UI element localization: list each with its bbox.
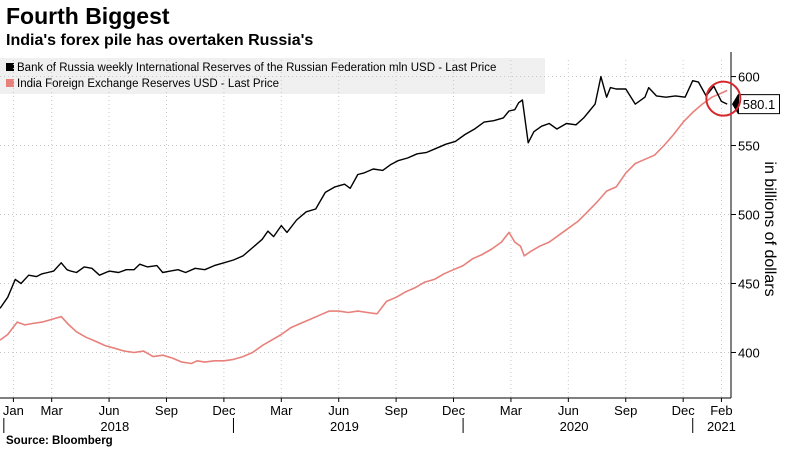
x-tick-label-month: Sep: [385, 403, 408, 418]
source-note: Source: Bloomberg: [6, 435, 113, 447]
gridlines: [0, 60, 731, 398]
x-tick-label-month: Sep: [614, 403, 637, 418]
chart-subtitle: India's forex pile has overtaken Russia'…: [6, 32, 314, 49]
legend-label-india: India Foreign Exchange Reserves USD - La…: [17, 78, 280, 90]
y-tick-label: 500: [738, 208, 760, 223]
y-tick-label: 550: [738, 139, 760, 154]
last-value-label: 580.1: [743, 97, 776, 112]
x-tick-label-month: Jun: [558, 403, 579, 418]
x-tick-label-year: 2020: [560, 419, 589, 434]
y-tick-label: 600: [738, 70, 760, 85]
x-tick-label-month: Mar: [500, 403, 523, 418]
x-tick-label-month: Mar: [270, 403, 293, 418]
x-tick-label-month: Dec: [212, 403, 236, 418]
y-axis: 400 450 500 550 600 in billions of dollars: [730, 52, 778, 398]
x-axis: Jan Mar Jun Sep Dec Mar Jun Sep Dec Mar Jun Sep Dec F…: [0, 397, 736, 434]
legend-swatch-russia: [6, 63, 14, 71]
x-tick-label-month: Jun: [328, 403, 349, 418]
y-axis-label: in billions of dollars: [761, 161, 778, 296]
x-tick-label-month: Jan: [3, 403, 24, 418]
x-tick-label-month: Jun: [99, 403, 120, 418]
series-line-india: [0, 89, 728, 365]
crossover-highlight-circle: [705, 80, 742, 117]
x-tick-label-year: 2019: [330, 419, 359, 434]
x-tick-label-year: 2018: [100, 419, 129, 434]
series-line-russia: [0, 75, 728, 309]
legend-swatch-india: [6, 79, 14, 87]
chart-title: Fourth Biggest: [6, 3, 170, 29]
legend-item-india: India Foreign Exchange Reserves USD - La…: [6, 76, 279, 92]
x-tick-label-month: Feb: [710, 403, 732, 418]
legend-item-russia: Bank of Russia weekly International Rese…: [6, 60, 496, 76]
x-tick-label-month: Mar: [40, 403, 63, 418]
legend-label-russia: Bank of Russia weekly International Rese…: [17, 62, 497, 74]
last-value-box: [739, 95, 779, 114]
series-lines: [0, 75, 728, 365]
y-tick-label: 450: [738, 276, 760, 291]
x-tick-label-month: Dec: [442, 403, 466, 418]
chart-annotations: 580.1: [705, 80, 780, 117]
x-tick-label-year: 2021: [707, 419, 736, 434]
x-tick-label-month: Dec: [672, 403, 696, 418]
x-tick-label-month: Sep: [155, 403, 178, 418]
y-tick-label: 400: [738, 345, 760, 360]
legend: Bank of Russia weekly International Rese…: [0, 58, 545, 94]
